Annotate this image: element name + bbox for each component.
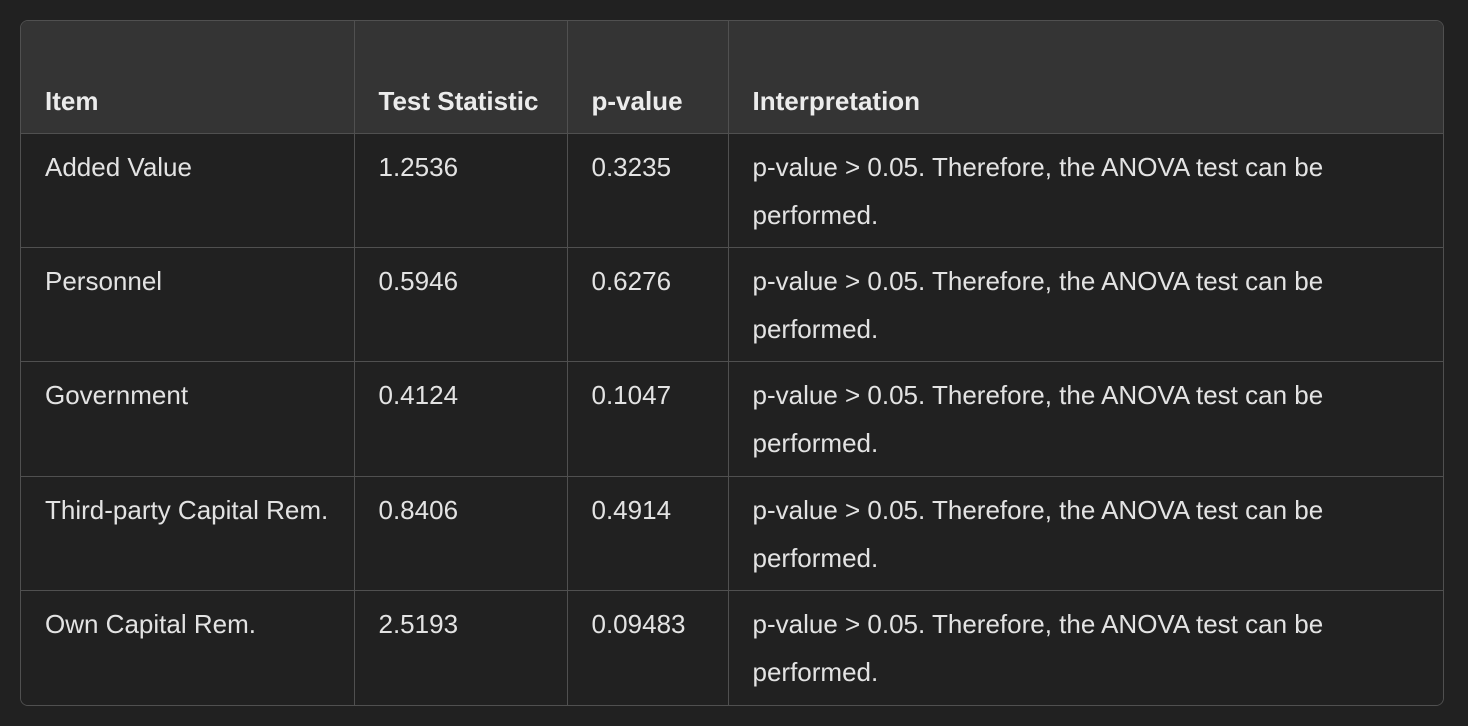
cell-test-statistic: 0.4124	[353, 361, 568, 477]
table-row: Government 0.4124 0.1047 p-value > 0.05.…	[21, 361, 1443, 477]
cell-interpretation: p-value > 0.05. Therefore, the ANOVA tes…	[727, 246, 1443, 363]
cell-test-statistic: 0.5946	[353, 246, 568, 363]
cell-test-statistic: 0.8406	[353, 475, 568, 592]
table-body: Added Value 1.2536 0.3235 p-value > 0.05…	[21, 132, 1443, 705]
header-test-statistic: Test Statistic	[353, 21, 568, 134]
table-row: Added Value 1.2536 0.3235 p-value > 0.05…	[21, 132, 1443, 248]
header-p-value: p-value	[566, 21, 729, 134]
cell-item: Own Capital Rem.	[21, 590, 355, 705]
cell-p-value: 0.1047	[566, 361, 729, 477]
cell-item: Third-party Capital Rem.	[21, 475, 355, 592]
cell-interpretation: p-value > 0.05. Therefore, the ANOVA tes…	[727, 361, 1443, 477]
cell-p-value: 0.4914	[566, 475, 729, 592]
cell-p-value: 0.09483	[566, 590, 729, 705]
cell-item: Personnel	[21, 246, 355, 363]
results-table-container: Item Test Statistic p-value Interpretati…	[20, 20, 1444, 706]
cell-interpretation: p-value > 0.05. Therefore, the ANOVA tes…	[727, 132, 1443, 248]
header-row: Item Test Statistic p-value Interpretati…	[21, 21, 1443, 134]
cell-test-statistic: 1.2536	[353, 132, 568, 248]
cell-interpretation: p-value > 0.05. Therefore, the ANOVA tes…	[727, 590, 1443, 705]
header-interpretation: Interpretation	[727, 21, 1443, 134]
cell-interpretation: p-value > 0.05. Therefore, the ANOVA tes…	[727, 475, 1443, 592]
header-item: Item	[21, 21, 355, 134]
table-header: Item Test Statistic p-value Interpretati…	[21, 21, 1443, 134]
table-row: Own Capital Rem. 2.5193 0.09483 p-value …	[21, 590, 1443, 705]
table-row: Personnel 0.5946 0.6276 p-value > 0.05. …	[21, 246, 1443, 363]
cell-item: Government	[21, 361, 355, 477]
table-row: Third-party Capital Rem. 0.8406 0.4914 p…	[21, 475, 1443, 592]
results-table: Item Test Statistic p-value Interpretati…	[21, 21, 1443, 705]
cell-test-statistic: 2.5193	[353, 590, 568, 705]
cell-p-value: 0.3235	[566, 132, 729, 248]
cell-item: Added Value	[21, 132, 355, 248]
cell-p-value: 0.6276	[566, 246, 729, 363]
